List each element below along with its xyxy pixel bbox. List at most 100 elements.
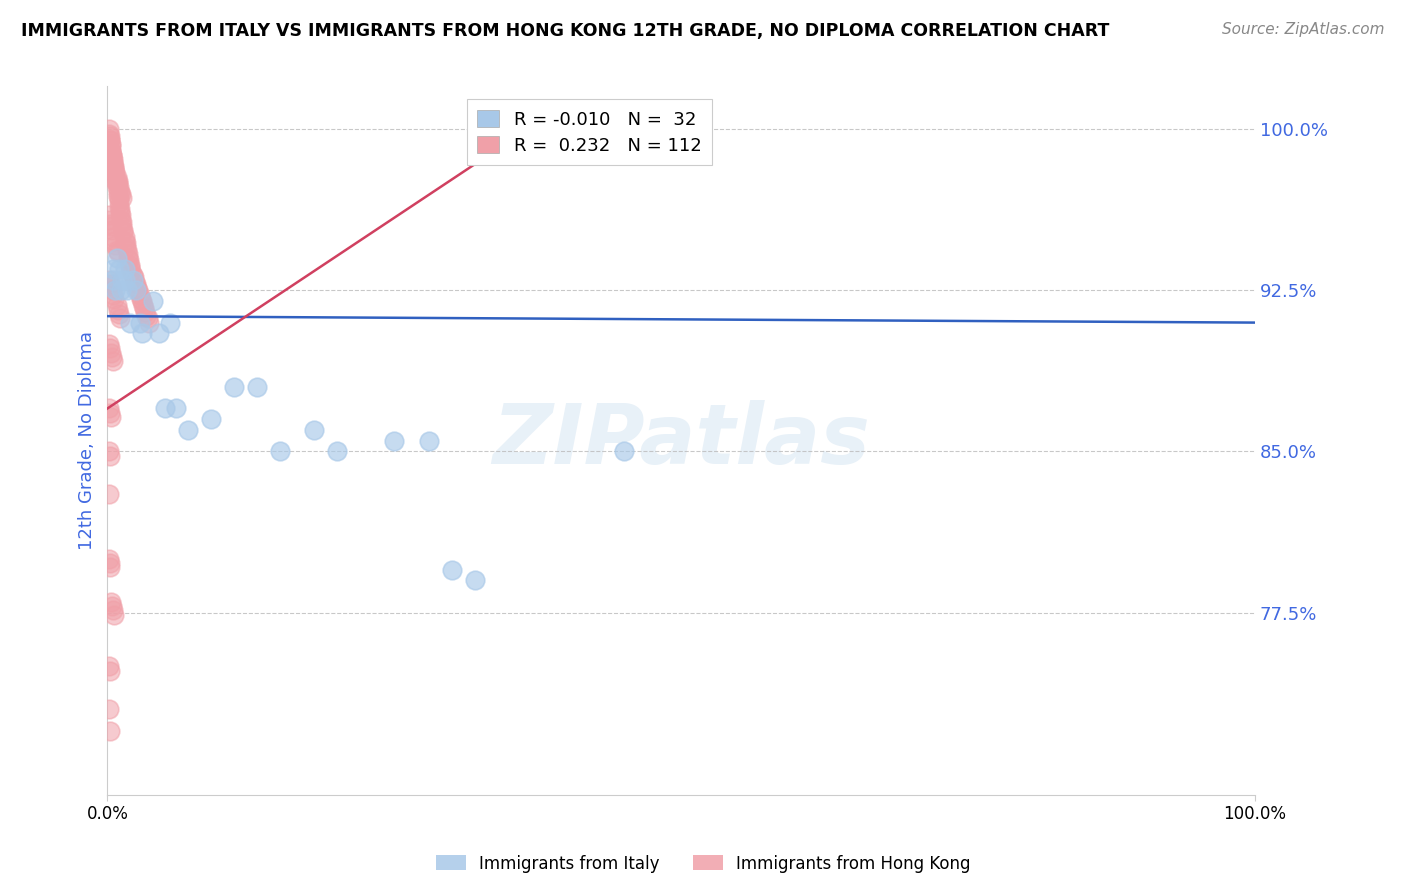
Point: [101, 223, 124, 237]
Point: [382, 434, 405, 448]
Point: [101, 599, 124, 613]
Point: [108, 185, 131, 199]
Point: [131, 294, 153, 309]
Point: [108, 261, 131, 276]
Point: [108, 206, 131, 220]
Point: [101, 284, 124, 298]
Point: [105, 251, 128, 265]
Point: [105, 169, 128, 184]
Point: [103, 607, 125, 622]
Point: [107, 185, 129, 199]
Point: [104, 238, 127, 252]
Point: [104, 174, 127, 188]
Point: [114, 229, 136, 244]
Point: [104, 165, 127, 179]
Point: [105, 176, 128, 190]
Point: [97, 337, 120, 351]
Point: [245, 380, 267, 394]
Point: [110, 208, 132, 222]
Point: [138, 316, 160, 330]
Point: [142, 294, 165, 309]
Point: [114, 261, 136, 276]
Point: [103, 163, 125, 178]
Point: [418, 434, 440, 448]
Point: [97, 127, 120, 141]
Point: [159, 316, 181, 330]
Point: [97, 122, 120, 136]
Point: [440, 563, 463, 577]
Point: [108, 200, 131, 214]
Point: [165, 401, 187, 416]
Point: [101, 153, 124, 167]
Point: [98, 217, 121, 231]
Point: [100, 139, 122, 153]
Point: [108, 202, 131, 216]
Point: [103, 161, 125, 175]
Point: [100, 279, 122, 293]
Text: ZIPatlas: ZIPatlas: [492, 401, 870, 481]
Point: [120, 316, 142, 330]
Point: [98, 342, 121, 356]
Point: [107, 189, 129, 203]
Point: [101, 273, 124, 287]
Point: [108, 180, 131, 194]
Point: [110, 186, 132, 201]
Point: [110, 212, 132, 227]
Point: [105, 180, 128, 194]
Legend: Immigrants from Italy, Immigrants from Hong Kong: Immigrants from Italy, Immigrants from H…: [429, 848, 977, 880]
Point: [107, 302, 129, 317]
Point: [125, 284, 148, 298]
Point: [132, 298, 155, 312]
Point: [97, 401, 120, 416]
Point: [97, 208, 120, 222]
Point: [101, 148, 124, 162]
Point: [131, 326, 153, 341]
Point: [114, 240, 136, 254]
Point: [127, 281, 149, 295]
Point: [129, 292, 152, 306]
Point: [122, 270, 145, 285]
Point: [98, 560, 121, 574]
Point: [108, 307, 131, 321]
Point: [101, 603, 124, 617]
Point: [148, 326, 170, 341]
Point: [153, 401, 176, 416]
Point: [101, 156, 124, 170]
Point: [124, 275, 146, 289]
Point: [100, 144, 122, 158]
Point: [98, 406, 121, 420]
Point: [105, 298, 128, 312]
Point: [117, 251, 139, 265]
Legend: R = -0.010   N =  32, R =  0.232   N = 112: R = -0.010 N = 32, R = 0.232 N = 112: [467, 99, 711, 165]
Point: [121, 264, 143, 278]
Point: [100, 144, 122, 158]
Point: [108, 191, 131, 205]
Point: [103, 234, 125, 248]
Point: [101, 153, 124, 167]
Point: [111, 191, 134, 205]
Point: [107, 244, 129, 259]
Point: [111, 273, 134, 287]
Point: [98, 277, 121, 291]
Text: IMMIGRANTS FROM ITALY VS IMMIGRANTS FROM HONG KONG 12TH GRADE, NO DIPLOMA CORREL: IMMIGRANTS FROM ITALY VS IMMIGRANTS FROM…: [21, 22, 1109, 40]
Point: [222, 380, 245, 394]
Point: [97, 273, 120, 287]
Point: [114, 236, 136, 251]
Point: [98, 664, 121, 678]
Point: [125, 277, 148, 291]
Y-axis label: 12th Grade, No Diploma: 12th Grade, No Diploma: [79, 331, 96, 550]
Point: [101, 229, 124, 244]
Point: [101, 350, 124, 364]
Point: [326, 444, 349, 458]
Point: [121, 268, 143, 283]
Point: [105, 243, 128, 257]
Point: [112, 223, 135, 237]
Point: [114, 273, 136, 287]
Point: [128, 287, 150, 301]
Point: [111, 219, 134, 233]
Point: [100, 219, 122, 233]
Point: [97, 702, 120, 716]
Point: [98, 723, 121, 738]
Point: [107, 174, 129, 188]
Point: [108, 311, 131, 326]
